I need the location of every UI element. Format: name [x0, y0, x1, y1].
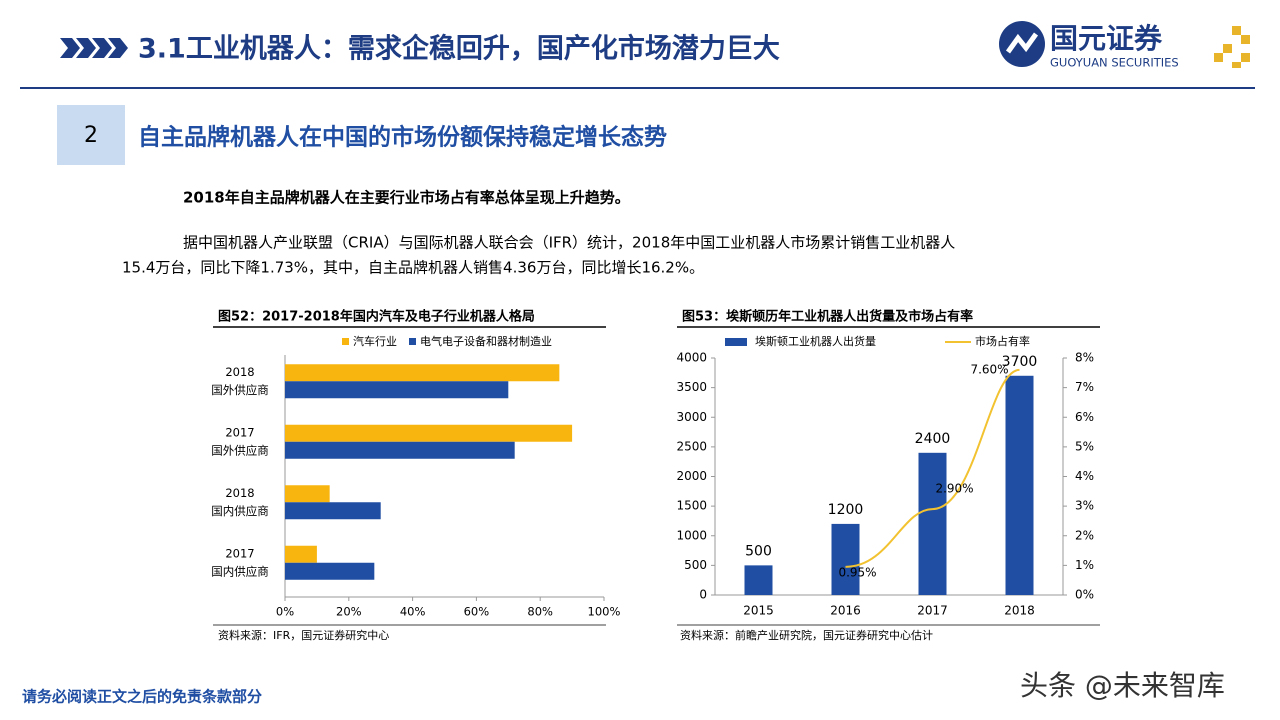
disclaimer: 请务必阅读正文之后的免责条款部分: [22, 688, 262, 706]
y2-tick-label: 6%: [1075, 410, 1094, 424]
x-tick-label: 2017: [917, 604, 948, 618]
legend-label: 埃斯顿工业机器人出货量: [755, 334, 876, 348]
y-tick-label: 3500: [676, 380, 707, 394]
y-tick-label: 2000: [676, 469, 707, 483]
bar: [285, 562, 375, 580]
chevrons: [60, 38, 128, 58]
y-tick-label: 3000: [676, 410, 707, 424]
category-label: 2017: [225, 425, 254, 439]
logo: 国元证券 GUOYUAN SECURITIES: [999, 21, 1250, 70]
logo-name: 国元证券: [1050, 22, 1163, 55]
paragraph-line: 15.4万台，同比下降1.73%，其中，自主品牌机器人销售4.36万台，同比增长…: [122, 259, 704, 277]
x-tick-label: 60%: [464, 605, 490, 619]
chart-title: 图52：2017-2018年国内汽车及电子行业机器人格局: [218, 309, 535, 325]
legend-swatch: [342, 338, 349, 345]
x-tick-label: 40%: [400, 605, 426, 619]
chart-source: 资料来源：前瞻产业研究院，国元证券研究中心估计: [680, 628, 933, 642]
lead: 2018年自主品牌机器人在主要行业市场占有率总体呈现上升趋势。: [183, 189, 630, 207]
bar: [285, 364, 560, 382]
y-tick-label: 1000: [676, 528, 707, 542]
category-label: 国外供应商: [211, 443, 269, 457]
legend-label: 市场占有率: [975, 334, 1030, 348]
category-label: 国外供应商: [211, 383, 269, 397]
bar: [285, 381, 509, 399]
category-label: 2018: [225, 486, 254, 500]
watermark: 头条 @未来智库: [1020, 669, 1225, 702]
y2-tick-label: 7%: [1075, 380, 1094, 394]
value-label: 3700: [1002, 354, 1038, 370]
chart-title: 图53：埃斯顿历年工业机器人出货量及市场占有率: [682, 309, 973, 325]
y2-tick-label: 3%: [1075, 499, 1094, 513]
y2-tick-label: 0%: [1075, 588, 1094, 602]
logo-en: GUOYUAN SECURITIES: [1050, 56, 1179, 70]
bar: [285, 545, 317, 563]
x-tick-label: 100%: [588, 605, 621, 619]
paragraph-line: 据中国机器人产业联盟（CRIA）与国际机器人联合会（IFR）统计，2018年中国…: [183, 234, 955, 252]
value-label: 7.60%: [970, 362, 1008, 376]
y2-tick-label: 5%: [1075, 439, 1094, 453]
x-tick-label: 20%: [336, 605, 362, 619]
y2-tick-label: 4%: [1075, 469, 1094, 483]
legend-label: 电气电子设备和器材制造业: [420, 334, 552, 348]
legend-swatch: [409, 338, 416, 345]
chart-source: 资料来源：IFR，国元证券研究中心: [218, 628, 389, 642]
bar: [1005, 375, 1034, 595]
value-label: 2.90%: [935, 482, 973, 496]
page-title: 3.1工业机器人：需求企稳回升，国产化市场潜力巨大: [138, 33, 780, 65]
bar: [285, 424, 573, 442]
y-tick-label: 500: [684, 558, 707, 572]
bar: [744, 565, 773, 595]
x-tick-label: 2016: [830, 604, 861, 618]
y-tick-label: 1500: [676, 499, 707, 513]
value-label: 1200: [828, 502, 864, 518]
y2-tick-label: 1%: [1075, 558, 1094, 572]
category-label: 2018: [225, 365, 254, 379]
y2-tick-label: 8%: [1075, 351, 1094, 365]
value-label: 2400: [915, 431, 951, 447]
bar: [285, 485, 330, 503]
section-number: 2: [84, 123, 98, 148]
y-tick-label: 0: [699, 588, 707, 602]
category-label: 2017: [225, 546, 254, 560]
bar: [285, 441, 515, 459]
section-box: [57, 105, 125, 165]
section-heading: 自主品牌机器人在中国的市场份额保持稳定增长态势: [138, 124, 667, 151]
value-label: 0.95%: [838, 565, 876, 579]
x-tick-label: 80%: [527, 605, 553, 619]
y2-tick-label: 2%: [1075, 528, 1094, 542]
line: [845, 368, 1020, 568]
bar: [285, 502, 381, 520]
legend-swatch: [725, 338, 747, 346]
x-tick-label: 2015: [743, 604, 774, 618]
x-tick-label: 2018: [1004, 604, 1035, 618]
category-label: 国内供应商: [211, 564, 269, 578]
value-label: 500: [745, 543, 772, 559]
x-tick-label: 0%: [276, 605, 294, 619]
y-tick-label: 4000: [676, 351, 707, 365]
bar: [831, 523, 860, 595]
y-tick-label: 2500: [676, 439, 707, 453]
category-label: 国内供应商: [211, 504, 269, 518]
bar: [918, 452, 947, 595]
legend-label: 汽车行业: [353, 334, 397, 348]
